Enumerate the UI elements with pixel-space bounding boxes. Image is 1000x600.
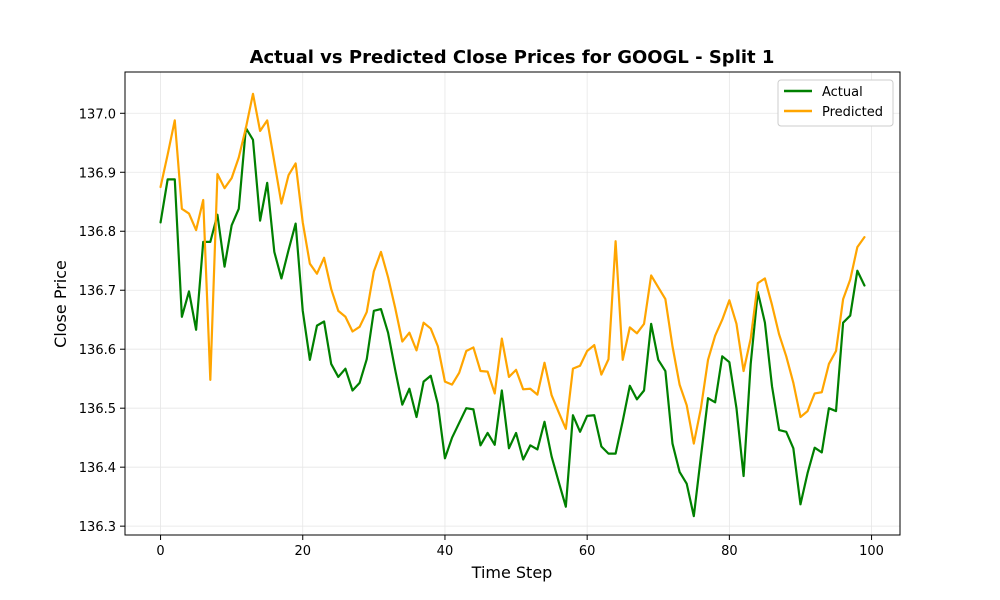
x-tick-label: 20 (294, 544, 311, 559)
series-line-predicted (159, 92, 866, 445)
axis-ticks: 0 20 40 60 80 100 136.3 136.4 136.5 136.6 136.7 136… (79, 107, 884, 559)
x-tick-label: 100 (859, 544, 884, 559)
legend-label-predicted: Predicted (822, 105, 883, 120)
y-tick-label: 136.6 (79, 343, 116, 358)
y-tick-label: 136.5 (79, 402, 116, 417)
plot-frame (124, 71, 901, 536)
y-tick-label: 136.3 (79, 520, 116, 535)
x-tick-label: 40 (437, 544, 454, 559)
y-tick-label: 137.0 (79, 107, 116, 122)
y-axis-label: Close Price (51, 260, 70, 348)
x-tick-label: 60 (579, 544, 596, 559)
grid-lines (125, 72, 900, 535)
y-tick-label: 136.7 (79, 284, 116, 299)
x-tick-label: 0 (156, 544, 164, 559)
series-line-actual (159, 126, 866, 518)
series-lines (159, 92, 866, 518)
y-tick-label: 136.8 (79, 225, 116, 240)
legend: Actual Predicted (777, 79, 894, 127)
chart-title: Actual vs Predicted Close Prices for GOO… (250, 47, 775, 68)
x-tick-label: 80 (721, 544, 738, 559)
x-axis-label: Time Step (471, 563, 553, 582)
y-tick-label: 136.4 (79, 461, 116, 476)
y-tick-label: 136.9 (79, 166, 116, 181)
legend-label-actual: Actual (822, 85, 863, 100)
